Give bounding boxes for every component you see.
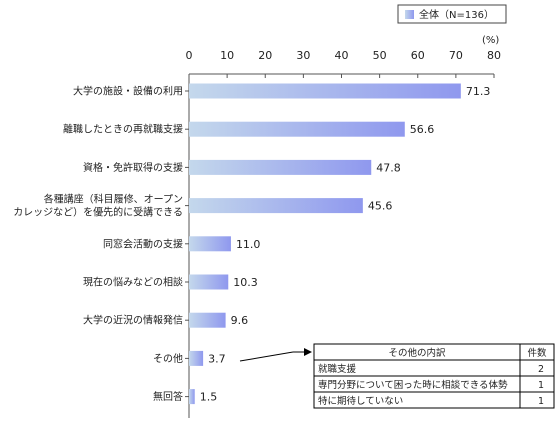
x-tick-label: 80 bbox=[487, 49, 501, 62]
x-tick-label: 30 bbox=[296, 49, 310, 62]
x-tick-label: 20 bbox=[258, 49, 272, 62]
value-label: 71.3 bbox=[466, 85, 491, 98]
bar bbox=[189, 159, 372, 175]
value-label: 1.5 bbox=[200, 391, 218, 404]
bar bbox=[189, 236, 231, 252]
value-label: 10.3 bbox=[233, 276, 257, 289]
category-label: 同窓会活動の支援 bbox=[103, 237, 183, 250]
unit-label: (%) bbox=[482, 35, 499, 46]
category-label: 無回答 bbox=[153, 390, 183, 403]
value-label: 3.7 bbox=[208, 352, 226, 365]
x-tick-label: 60 bbox=[411, 49, 425, 62]
bar bbox=[189, 389, 195, 405]
value-label: 45.6 bbox=[368, 200, 393, 213]
legend-label: 全体（N=136） bbox=[419, 8, 494, 21]
value-label: 11.0 bbox=[236, 238, 261, 251]
bar bbox=[189, 312, 226, 328]
value-label: 47.8 bbox=[376, 161, 401, 174]
bar bbox=[189, 198, 363, 214]
category-label: その他 bbox=[153, 352, 183, 365]
value-labels: 71.3 56.6 47.8 45.6 11.0 10.3 9.6 3.7 1.5 bbox=[200, 85, 491, 404]
legend-frame bbox=[397, 4, 507, 24]
category-label: 大学の施設・設備の利用 bbox=[73, 85, 183, 98]
value-label: 56.6 bbox=[410, 123, 435, 136]
legend: 全体（N=136） bbox=[397, 4, 507, 24]
category-label: 現在の悩みなどの相談 bbox=[83, 276, 183, 289]
category-label: 大学の近況の情報発信 bbox=[83, 314, 183, 327]
table-row-1-count: 2 bbox=[538, 364, 544, 375]
table-row-3-item: 特に期待していない bbox=[318, 395, 403, 407]
category-labels: 大学の施設・設備の利用離職したときの再就職支援資格・免許取得の支援各種講座（科目… bbox=[13, 85, 183, 404]
x-tick-label: 40 bbox=[335, 49, 349, 62]
bars bbox=[185, 83, 461, 405]
x-tick-label: 50 bbox=[373, 49, 387, 62]
connector-line bbox=[239, 351, 294, 362]
other-breakdown-table: その他の内訳 件数 就職支援 2 専門分野について困った時に相談できる体勢 1 … bbox=[313, 343, 555, 409]
bar bbox=[189, 274, 229, 290]
table-row-1-item: 就職支援 bbox=[318, 363, 357, 375]
table-row-2-item: 専門分野について困った時に相談できる体勢 bbox=[318, 379, 508, 391]
x-tick-label: 0 bbox=[186, 49, 193, 62]
arrow-head bbox=[304, 348, 312, 356]
table-row-3-count: 1 bbox=[538, 396, 544, 407]
category-label: 各種講座（科目履修、オープン bbox=[44, 193, 183, 206]
category-label: カレッジなど）を優先的に受講できる bbox=[13, 206, 183, 219]
bar bbox=[189, 83, 461, 99]
table-header-item: その他の内訳 bbox=[388, 347, 446, 359]
table-header-count: 件数 bbox=[527, 347, 547, 359]
category-label: 資格・免許取得の支援 bbox=[83, 161, 183, 174]
bar bbox=[189, 350, 204, 366]
x-tick-label: 10 bbox=[220, 49, 234, 62]
x-ticks: 0 10 20 30 40 50 60 70 80 bbox=[186, 49, 501, 78]
value-label: 9.6 bbox=[231, 314, 249, 327]
category-label: 離職したときの再就職支援 bbox=[63, 123, 183, 136]
table-row-2-count: 1 bbox=[538, 380, 544, 391]
x-tick-label: 70 bbox=[449, 49, 463, 62]
bar bbox=[189, 121, 405, 137]
legend-swatch bbox=[405, 10, 414, 19]
